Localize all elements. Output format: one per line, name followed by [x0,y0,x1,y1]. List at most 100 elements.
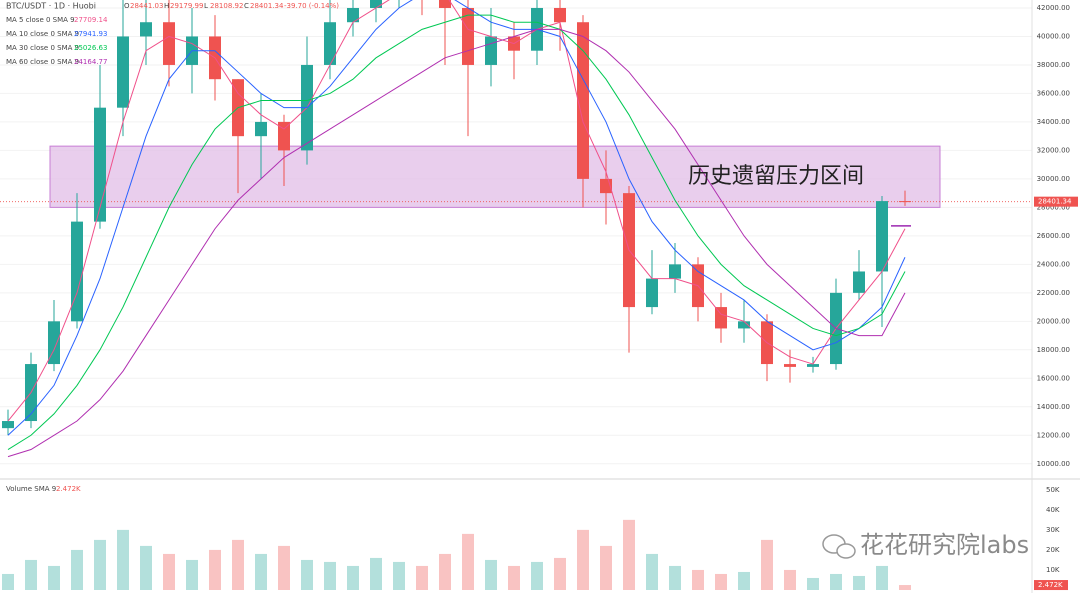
y-tick-label: 32000.00 [1037,146,1070,154]
volume-bar [485,559,497,590]
candle-body [71,221,83,322]
y-tick-label: 30000.00 [1037,175,1070,183]
candle-body [278,121,290,151]
volume-bar [140,545,152,590]
volume-bar [807,577,819,590]
legend-label: MA 5 close 0 SMA 9 [6,16,75,24]
candle-body [370,0,382,8]
candle-body [94,107,106,222]
volume-bar [899,585,911,590]
volume-bar [692,569,704,590]
candle-body [462,7,474,65]
volume-bar [554,557,566,590]
volume-bar [416,565,428,590]
candle-body [738,321,750,329]
volume-bar [761,539,773,590]
y-tick-label: 20000.00 [1037,317,1070,325]
candle-body [485,36,497,65]
y-tick-label: 26000.00 [1037,232,1070,240]
volume-bar [71,549,83,590]
ohlc-label: C [244,2,249,10]
candle-body [439,0,451,8]
volume-bar [738,571,750,590]
volume-bar [301,559,313,590]
candle-body [48,321,60,365]
ma-line [7,0,906,422]
candle-body [347,7,359,23]
volume-bar [508,565,520,590]
ohlc-label: O [124,2,130,10]
volume-tick-label: 10K [1046,566,1060,574]
candle-body [669,264,681,279]
volume-bar [370,557,382,590]
volume-bar [347,565,359,590]
volume-bar [209,549,221,590]
watermark-text: 花花研究院labs [860,531,1029,559]
volume-bar [163,553,175,590]
y-tick-label: 12000.00 [1037,431,1070,439]
legend-label: MA 60 close 0 SMA 9 [6,58,79,66]
volume-bar [462,533,474,590]
volume-pane [2,519,911,590]
volume-tick-label: 20K [1046,546,1060,554]
candle-body [163,22,175,65]
price-pane [0,0,1032,465]
volume-tick-label: 40K [1046,506,1060,514]
candle-body [577,22,589,179]
volume-tick-label: 30K [1046,526,1060,534]
volume-tick-label: 50K [1046,486,1060,494]
candle-body [2,421,14,429]
candle-body [117,36,129,108]
candle-body [140,22,152,37]
y-tick-label: 38000.00 [1037,61,1070,69]
volume-bar [255,553,267,590]
price-tag-label: 28401.34 [1038,198,1072,206]
candle-body [646,278,658,308]
price-tag [1034,196,1078,207]
y-tick-label: 18000.00 [1037,346,1070,354]
volume-bar [2,573,14,590]
ohlc-value: 28108.92 [210,2,243,10]
candle-body [807,364,819,367]
ma-line [7,14,906,450]
volume-bar [623,519,635,590]
candle-body [853,271,865,293]
y-tick-label: 14000.00 [1037,403,1070,411]
volume-bar [48,565,60,590]
legend-label: MA 10 close 0 SMA 9 [6,30,79,38]
y-tick-label: 40000.00 [1037,32,1070,40]
volume-bar [278,545,290,590]
candle-body [784,364,796,367]
volume-bar [876,565,888,590]
ohlc-value: 28401.34 [250,2,284,10]
candle-body [715,307,727,329]
volume-bar [393,561,405,590]
candle-body [324,22,336,65]
volume-bar [600,545,612,590]
volume-bar [830,573,842,590]
volume-bar [715,573,727,590]
ohlc-label: L [204,2,208,10]
volume-bar [646,553,658,590]
candle-body [876,201,888,272]
zone-label: 历史遗留压力区间 [688,164,864,189]
volume-sma: 2.472K [56,485,81,493]
ohlc-label: H [164,2,169,10]
legend-value: 27709.14 [74,16,108,24]
volume-tag [1034,580,1068,591]
ohlc-value: 29179.99 [170,2,203,10]
volume-bar [117,529,129,590]
legend-label: MA 30 close 0 SMA 9 [6,44,79,52]
volume-title: Volume SMA 9 [6,485,56,493]
volume-bar [577,529,589,590]
y-tick-label: 28000.00 [1037,203,1070,211]
y-tick-label: 22000.00 [1037,289,1070,297]
resistance-zone [49,145,941,208]
volume-bar [669,565,681,590]
candle-body [554,7,566,23]
candle-body [899,201,911,203]
candle-body [255,121,267,137]
volume-bar [439,553,451,590]
volume-bar [186,559,198,590]
